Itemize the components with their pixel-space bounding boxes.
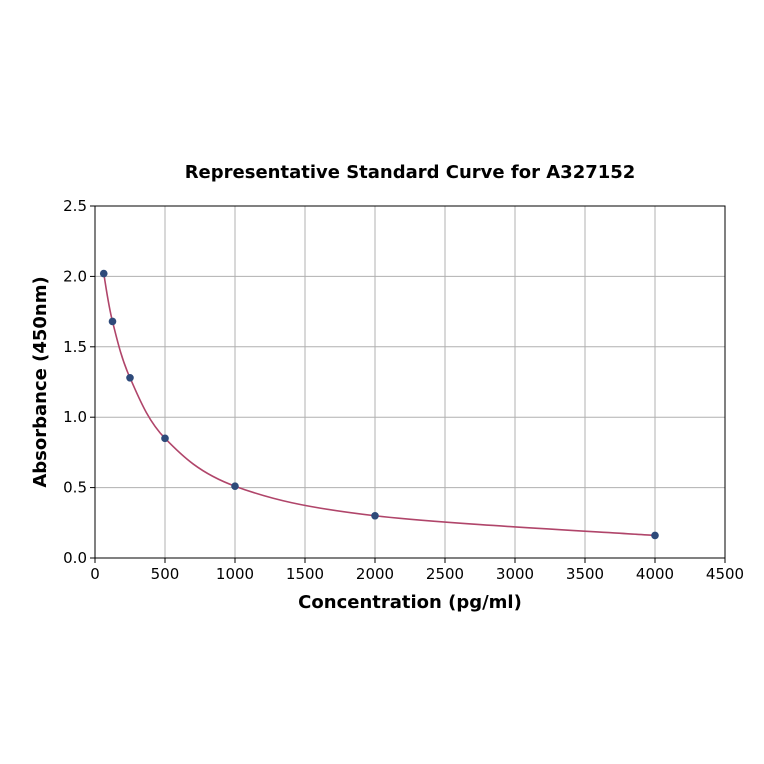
- y-tick-label: 0.5: [63, 479, 87, 497]
- x-tick-label: 3000: [496, 565, 534, 583]
- x-tick-label: 0: [90, 565, 100, 583]
- y-axis-ticks: 0.0 0.5 1.0 1.5 2.0 2.5: [63, 197, 95, 567]
- x-tick-label: 1500: [286, 565, 324, 583]
- x-tick-label: 1000: [216, 565, 254, 583]
- x-tick-label: 4000: [636, 565, 674, 583]
- fit-curve-layer: [102, 273, 656, 537]
- grid: [94, 205, 726, 559]
- x-tick-label: 2000: [356, 565, 394, 583]
- y-tick-label: 2.0: [63, 267, 87, 285]
- data-point: [161, 434, 169, 443]
- x-tick-label: 500: [151, 565, 180, 583]
- x-tick-label: 3500: [566, 565, 604, 583]
- y-tick-label: 2.5: [63, 197, 87, 215]
- data-points: [99, 269, 659, 540]
- data-point: [126, 373, 134, 382]
- data-point: [99, 269, 108, 278]
- data-point: [231, 482, 239, 490]
- y-tick-label: 1.5: [63, 338, 87, 356]
- plot-frame: [94, 205, 726, 559]
- x-axis-ticks: 0 500 1000 1500 2000 2500 3000 3500 4000 4500: [90, 558, 744, 583]
- data-point: [651, 531, 659, 540]
- y-tick-label: 0.0: [63, 549, 87, 567]
- chart-title: Representative Standard Curve for A32715…: [185, 162, 636, 183]
- data-point: [108, 317, 117, 326]
- fit-curve: [102, 273, 656, 537]
- y-axis-label: Absorbance (450nm): [30, 276, 51, 487]
- x-tick-label: 4500: [706, 565, 744, 583]
- y-tick-label: 1.0: [63, 408, 87, 426]
- data-point: [371, 511, 379, 520]
- x-axis-label: Concentration (pg/ml): [298, 592, 522, 613]
- x-tick-label: 2500: [426, 565, 464, 583]
